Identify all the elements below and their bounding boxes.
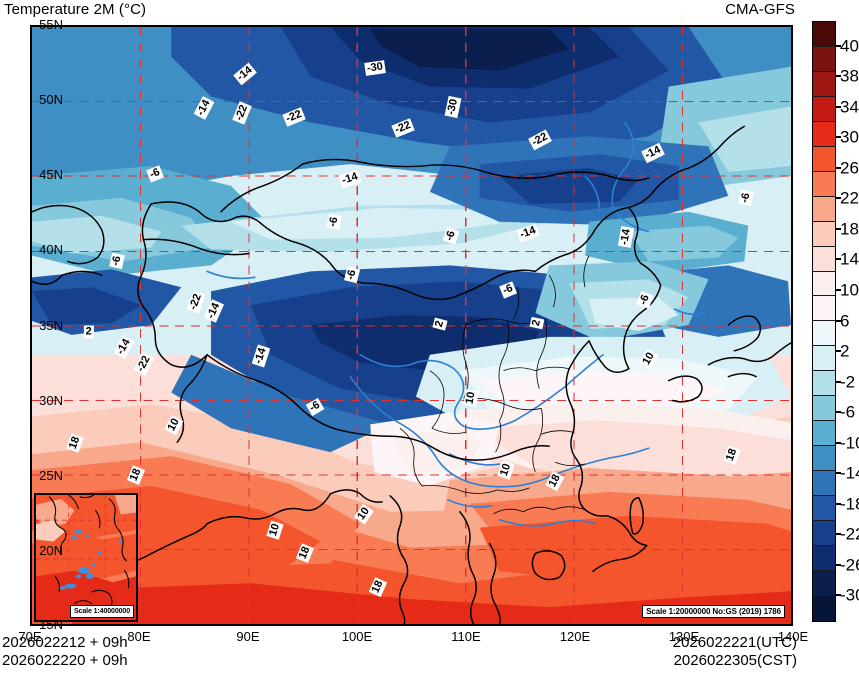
colorbar-segment [813, 421, 835, 447]
colorbar-tick-mark [836, 75, 841, 78]
colorbar-tick-mark [836, 288, 841, 291]
colorbar-tick-mark [836, 166, 841, 169]
colorbar-tick-label: 40 [840, 36, 859, 56]
lat-tick-label: 40N [39, 242, 63, 258]
colorbar-segment [813, 96, 835, 122]
lon-tick-label: 140E [777, 629, 809, 644]
colorbar-tick-mark [836, 472, 841, 475]
colorbar-tick-mark [836, 350, 841, 352]
footer-init-time-1: 2026022212 + 09h [2, 634, 128, 651]
colorbar-tick-mark [836, 441, 841, 444]
lat-tick-label: 35N [39, 317, 63, 333]
footer-valid-cst: 2026022305(CST) [673, 652, 797, 669]
map-canvas: -14 -14 -22 -22 -30 -30 -22 -14 -22 -14 -6 -6 -6 -6 -1… [32, 27, 791, 624]
colorbar-segment [813, 471, 835, 497]
colorbar-tick-label: -14 [840, 463, 859, 483]
colorbar-tick-mark [836, 502, 841, 505]
colorbar-tick-mark [836, 533, 841, 536]
south-china-sea-inset[interactable]: Scale 1:40000000 [34, 493, 138, 622]
colorbar-segment [813, 496, 835, 522]
lat-tick-label: 55N [39, 17, 63, 32]
lat-tick-label: 25N [39, 467, 63, 483]
colorbar-tick-label: 38 [840, 66, 859, 86]
colorbar-tick-label: -18 [840, 494, 859, 514]
lat-tick-label: 20N [39, 542, 63, 558]
colorbar-segment [813, 396, 835, 422]
colorbar-segment [813, 196, 835, 222]
colorbar-segment [813, 446, 835, 472]
inset-scale-label: Scale 1:40000000 [69, 605, 134, 618]
colorbar-segment [813, 22, 835, 47]
colorbar-segment [813, 71, 835, 97]
lon-tick-label: 80E [127, 629, 151, 644]
colorbar-tick-label: 6 [840, 311, 850, 330]
contour-label: -30 [364, 59, 387, 76]
colorbar-tick-mark [836, 197, 841, 200]
colorbar-segment [813, 271, 835, 297]
colorbar-tick-label: 10 [840, 280, 859, 300]
contour-label: 2 [83, 325, 94, 339]
map-scale-label: Scale 1:20000000 No:GS (2019) 1786 [642, 605, 785, 618]
colorbar-segment [813, 146, 835, 172]
colorbar-tick-mark [836, 380, 841, 383]
colorbar-tick-label: -30 [840, 585, 859, 605]
colorbar-segment [813, 321, 835, 347]
colorbar-tick-mark [836, 105, 841, 108]
temperature-field [32, 27, 791, 624]
colorbar-tick-label: -2 [840, 372, 856, 391]
map-panel[interactable]: -14 -14 -22 -22 -30 -30 -22 -14 -22 -14 -6 -6 -6 -6 -1… [30, 25, 793, 626]
lon-tick-label: 130E [668, 629, 700, 644]
colorbar-segment [813, 371, 835, 397]
colorbar-segment [813, 246, 835, 272]
lat-tick-label: 15N [39, 617, 63, 632]
colorbar-segment [813, 570, 835, 596]
colorbar-tick-label: -26 [840, 555, 859, 575]
colorbar-segment [813, 171, 835, 197]
colorbar-segment [813, 546, 835, 571]
colorbar-tick-label: 22 [840, 188, 859, 208]
lon-tick-label: 90E [236, 629, 260, 644]
footer-valid-utc: 2026022221(UTC) [672, 634, 797, 651]
colorbar-tick-mark [836, 227, 841, 230]
lon-tick-label: 110E [451, 629, 481, 644]
colorbar-tick-label: 2 [840, 341, 850, 361]
lon-tick-label: 120E [559, 629, 591, 644]
lon-tick-label: 70E [18, 629, 42, 644]
lat-tick-label: 45N [39, 167, 63, 183]
lon-tick-label: 100E [341, 629, 373, 644]
colorbar-tick-label: 26 [840, 158, 859, 178]
colorbar-tick-label: -22 [840, 524, 859, 544]
colorbar-tick-mark [836, 411, 841, 413]
colorbar-tick-label: 18 [840, 219, 859, 239]
colorbar-tick-mark [836, 44, 841, 47]
colorbar-segment [813, 521, 835, 547]
colorbar-tick-mark [836, 319, 841, 322]
colorbar-segment [813, 221, 835, 247]
lat-tick-label: 30N [39, 392, 63, 408]
page-title: Temperature 2M (°C) [4, 1, 147, 18]
colorbar-segment [813, 296, 835, 322]
colorbar-tick-mark [836, 594, 841, 597]
colorbar-segment [813, 346, 835, 372]
colorbar-tick-mark [836, 258, 841, 261]
contour-label: -6 [326, 214, 342, 231]
colorbar-tick-label: 14 [840, 249, 859, 269]
colorbar-tick-label: 30 [840, 127, 859, 147]
colorbar-tick-mark [836, 563, 841, 566]
colorbar-segment [813, 595, 835, 621]
lat-tick-label: 50N [39, 92, 63, 108]
colorbar-segment [813, 121, 835, 147]
colorbar-tick-label: -6 [840, 402, 856, 422]
footer-init-time-2: 2026022220 + 09h [2, 652, 128, 669]
colorbar-tick-label: 34 [840, 97, 859, 117]
model-label: CMA-GFS [725, 1, 795, 18]
colorbar-tick-mark [836, 136, 841, 139]
colorbar[interactable] [812, 21, 836, 622]
colorbar-segment [813, 46, 835, 72]
colorbar-tick-label: -10 [840, 433, 859, 453]
